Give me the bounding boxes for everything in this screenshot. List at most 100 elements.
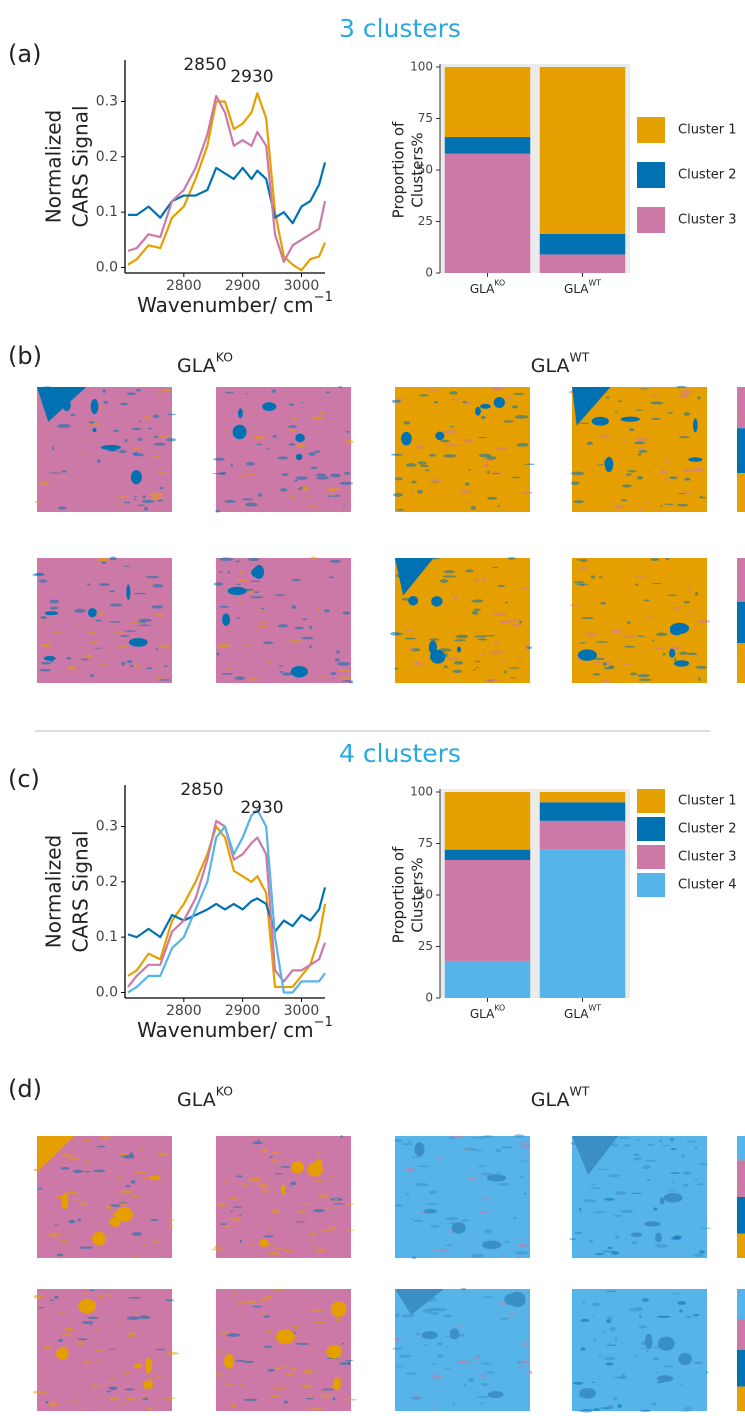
image-group-heading-base: GLA [531, 1089, 570, 1111]
cluster-texture [422, 1308, 433, 1313]
cluster-texture [101, 561, 107, 564]
cluster-texture [124, 630, 137, 632]
cluster-texture [603, 1198, 615, 1201]
cluster-texture [647, 500, 650, 505]
cluster-texture [325, 494, 338, 496]
cluster-texture [693, 1361, 700, 1364]
cluster-texture [109, 1377, 119, 1379]
cluster-texture [124, 1388, 135, 1391]
cluster-texture [519, 1365, 525, 1367]
cluster-texture [133, 664, 141, 668]
cluster-texture [474, 635, 486, 638]
cluster-texture [149, 492, 164, 497]
cluster-texture [261, 1148, 269, 1153]
cluster-texture [463, 1383, 467, 1387]
cluster-texture [640, 388, 649, 390]
cluster-texture [77, 452, 87, 455]
cluster-texture [635, 583, 639, 586]
cluster-texture [429, 478, 444, 482]
cluster-texture [517, 656, 522, 659]
cluster-region [401, 431, 412, 446]
cluster-texture [329, 559, 341, 563]
cluster-texture [492, 612, 506, 617]
cluster-texture [306, 495, 310, 498]
cluster-texture [314, 450, 321, 453]
cluster-texture [138, 618, 153, 622]
y-axis-label: Normalized [42, 110, 66, 223]
cluster-texture [116, 504, 121, 506]
cluster-texture [33, 1294, 45, 1299]
colorbar-segment [737, 601, 745, 643]
cluster-texture [509, 619, 521, 622]
cluster-texture [595, 641, 609, 643]
cluster-texture [671, 1180, 675, 1184]
cluster-texture [408, 647, 415, 651]
x-tick-label: 2800 [166, 1003, 202, 1019]
cluster-texture [266, 1251, 279, 1255]
cluster-texture [671, 1293, 681, 1295]
cluster-texture [236, 617, 240, 619]
cluster-texture [437, 1157, 445, 1160]
cluster-texture [580, 558, 588, 563]
cluster-texture [428, 638, 440, 641]
image-group-heading-sup: KO [216, 1084, 233, 1098]
y-axis-label: CARS Signal [69, 830, 93, 952]
cluster-region [475, 406, 481, 416]
cluster-region [87, 607, 97, 618]
cluster-region [91, 1231, 107, 1246]
cluster-texture [697, 619, 711, 623]
cluster-texture [617, 1376, 629, 1378]
cluster-texture [600, 1331, 606, 1333]
cluster-texture [611, 1250, 620, 1255]
cluster-region [326, 1345, 342, 1359]
x-tick-label: GLAKO [470, 1004, 505, 1021]
cluster-texture [638, 1325, 647, 1329]
cluster-texture [152, 584, 164, 588]
cluster-texture [607, 1404, 614, 1409]
cluster-texture [32, 573, 45, 577]
cluster-texture [219, 471, 227, 476]
cluster-texture [341, 680, 354, 682]
cluster-texture [481, 1296, 495, 1299]
cluster-region [43, 656, 56, 661]
cluster-texture [453, 661, 464, 665]
cluster-texture [330, 1175, 335, 1178]
cluster-texture [51, 446, 54, 451]
x-tick-label-sup: KO [494, 1004, 505, 1013]
cluster-texture [521, 1342, 528, 1346]
cluster-texture [511, 405, 519, 409]
cluster-texture [497, 505, 501, 507]
cluster-region [224, 1353, 234, 1369]
cluster-texture [523, 1192, 527, 1196]
cluster-texture [242, 1315, 247, 1317]
cluster-texture [405, 629, 414, 632]
cluster-texture [133, 453, 145, 457]
cluster-texture [344, 471, 350, 475]
cluster-region [330, 1301, 347, 1317]
cluster-texture [295, 1342, 310, 1345]
cluster-texture [635, 437, 649, 441]
cluster-texture [415, 1182, 429, 1187]
cluster-texture [682, 468, 694, 473]
cluster-texture [476, 1165, 488, 1167]
cluster-texture [89, 1289, 96, 1291]
cluster-texture [638, 449, 648, 453]
cluster-texture [137, 504, 146, 507]
cluster-texture [484, 678, 499, 683]
cluster-texture [425, 469, 430, 472]
cluster-texture [216, 1203, 227, 1207]
cluster-region [145, 1357, 153, 1374]
cluster-texture [442, 575, 457, 578]
cluster-texture [590, 1187, 602, 1190]
cluster-texture [150, 496, 163, 501]
cluster-texture [695, 665, 708, 669]
cluster-texture [639, 1409, 651, 1412]
cluster-texture [659, 470, 669, 474]
cluster-texture [321, 1388, 335, 1391]
cluster-texture [508, 1316, 515, 1318]
cluster-texture [121, 661, 126, 666]
cluster-texture [650, 401, 664, 405]
cluster-texture [241, 498, 254, 501]
cluster-texture [75, 623, 84, 625]
cluster-texture [271, 1159, 279, 1163]
